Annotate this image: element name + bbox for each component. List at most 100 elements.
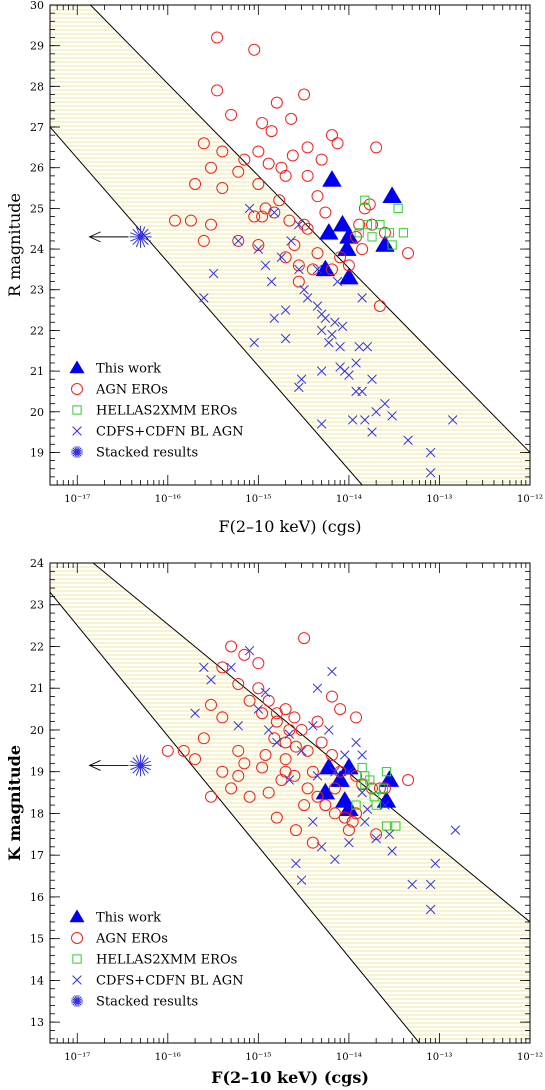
data-point: [284, 729, 295, 739]
data-point: [425, 447, 436, 458]
data-point: [292, 275, 305, 288]
data-point: [340, 750, 350, 760]
band-lower-line: [50, 126, 363, 485]
y-tick-label: 23: [30, 284, 44, 297]
data-point: [259, 749, 272, 761]
data-point: [335, 341, 345, 352]
data-point: [184, 214, 197, 227]
data-point: [256, 210, 269, 223]
data-point: [378, 226, 391, 239]
legend: This work AGN EROs HELLAS2XMM EROs CDFS+CDF…: [69, 909, 244, 1010]
data-point: [330, 766, 340, 777]
data-point: [335, 362, 345, 372]
y-tick-label: 14: [30, 974, 44, 987]
data-point: [301, 782, 314, 795]
data-point: [238, 153, 251, 166]
y-tick-label: 28: [30, 80, 44, 93]
y-tick-label: 21: [30, 682, 44, 695]
data-point: [350, 769, 363, 782]
legend-marker: [69, 360, 85, 374]
x-tick-label: 10⁻¹⁷: [64, 494, 90, 505]
y-tick-label: 26: [30, 162, 44, 175]
x-tick-label: 10⁻¹⁵: [245, 1052, 271, 1063]
data-point: [168, 214, 181, 227]
data-point: [353, 218, 366, 231]
x-axis-label: F(2–10 keV) (cgs): [211, 1068, 369, 1087]
y-tick-label: 23: [30, 599, 44, 612]
data-point: [407, 879, 417, 890]
data-point: [280, 333, 291, 344]
data-point: [238, 648, 251, 661]
data-point: [225, 782, 238, 795]
data-point: [366, 218, 379, 231]
data-point: [391, 821, 401, 831]
data-point: [346, 815, 359, 828]
data-point: [279, 703, 292, 716]
data-point: [312, 683, 323, 693]
data-point: [387, 846, 397, 856]
band-hatching: [50, 563, 530, 1043]
data-point: [376, 791, 397, 808]
x-tick-label: 10⁻¹⁷: [64, 1052, 90, 1063]
y-tick-label: 27: [30, 121, 44, 134]
data-point: [265, 125, 278, 138]
data-point: [283, 723, 296, 736]
y-axis-label: R magnitude: [5, 193, 24, 297]
data-point: [252, 239, 265, 251]
data-points: [161, 632, 461, 915]
data-point: [342, 824, 355, 837]
data-point: [296, 374, 307, 384]
data-point: [244, 203, 255, 214]
data-point: [328, 782, 341, 795]
data-point: [380, 398, 390, 409]
data-point: [252, 145, 265, 158]
data-point: [338, 811, 351, 824]
data-point: [266, 276, 277, 287]
legend-label: CDFS+CDFN BL AGN: [96, 425, 244, 440]
upper-limit-arrow: [88, 231, 129, 243]
data-point: [286, 236, 296, 246]
data-point: [225, 108, 238, 121]
data-point: [347, 415, 358, 425]
data-point: [299, 284, 309, 295]
data-point: [325, 690, 338, 703]
data-point: [354, 341, 364, 352]
data-point: [387, 240, 397, 250]
data-point: [206, 675, 216, 685]
data-point: [316, 366, 327, 376]
data-point: [308, 817, 318, 827]
x-axis-label: F(2–10 keV) (cgs): [219, 517, 362, 536]
data-point: [199, 293, 209, 303]
data-point: [270, 707, 283, 720]
data-point: [205, 698, 218, 711]
data-point: [216, 182, 229, 195]
upper-limit-arrow: [88, 760, 129, 771]
data-point: [332, 276, 343, 287]
data-point: [248, 43, 261, 56]
stacked-point: [129, 754, 152, 777]
data-point: [311, 715, 324, 728]
data-point: [243, 694, 256, 707]
data-point: [298, 632, 311, 645]
data-point: [276, 252, 287, 262]
x-tick-label: 10⁻¹⁴: [336, 494, 362, 505]
data-point: [279, 736, 292, 749]
r-magnitude-panel: This work AGN EROs HELLAS2XMM EROs CDFS+CDF…: [5, 0, 543, 536]
data-point: [249, 337, 259, 348]
x-tick-label: 10⁻¹²: [517, 1052, 543, 1063]
data-point: [273, 194, 286, 207]
data-point: [294, 264, 304, 275]
data-point: [216, 145, 229, 158]
data-point: [312, 264, 323, 275]
data-point: [256, 761, 269, 774]
y-tick-label: 22: [30, 324, 44, 337]
data-point: [288, 711, 301, 724]
data-point: [360, 415, 370, 425]
y-tick-label: 20: [30, 406, 44, 419]
x-tick-label: 10⁻¹⁴: [336, 1052, 362, 1063]
data-point: [367, 427, 377, 437]
data-point: [233, 236, 244, 246]
stacked-point: [129, 225, 152, 248]
data-point: [327, 666, 337, 677]
data-point: [334, 251, 347, 264]
